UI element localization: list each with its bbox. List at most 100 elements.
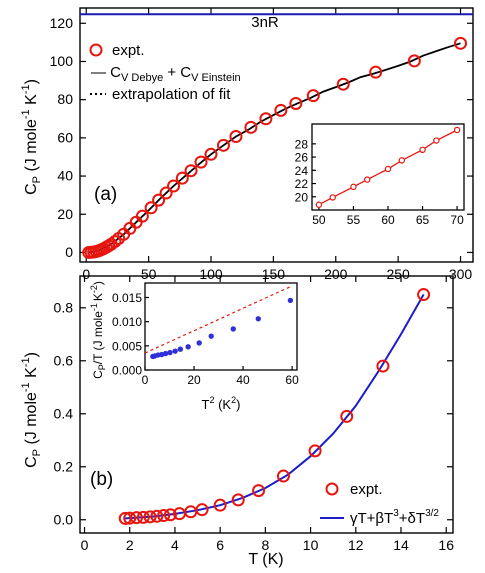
x-tick-label: 250 xyxy=(386,266,410,282)
expt-point xyxy=(244,120,258,134)
panel-b-inset-ylabel: CP/T (J mole-1K-2) xyxy=(89,281,107,379)
panel-b-xlabel: T (K) xyxy=(248,551,283,568)
y-tick-label: 20 xyxy=(295,190,309,204)
x-tick-label: 50 xyxy=(141,266,157,282)
panel-b-label: (b) xyxy=(90,469,113,490)
expt-point xyxy=(152,193,166,207)
expt-point xyxy=(308,444,322,458)
panel-b-ylabel: CP (J mole-1 K-1) xyxy=(20,352,43,468)
inset-a-point xyxy=(433,137,440,144)
x-tick-label: 0 xyxy=(82,266,90,282)
expt-point xyxy=(306,89,320,103)
inset-b-dashed-line xyxy=(144,285,293,354)
y-tick-label: 100 xyxy=(50,53,74,69)
expt-point xyxy=(376,359,390,373)
inset-b-point xyxy=(167,349,173,356)
expt-point xyxy=(340,409,354,423)
y-tick-label: 24 xyxy=(295,164,309,178)
inset-b-point xyxy=(185,344,191,350)
x-tick-label: 12 xyxy=(348,537,364,553)
panel-b-inset-dashed-line xyxy=(144,285,293,354)
panel-b-frame xyxy=(79,275,454,534)
y-tick-label: 0.000 xyxy=(112,364,142,378)
x-tick-label: 10 xyxy=(303,537,319,553)
expt-point xyxy=(135,209,149,223)
inset-a-point xyxy=(315,201,323,208)
expt-point xyxy=(336,77,350,91)
expt-point xyxy=(184,164,198,178)
panel-a-label: (a) xyxy=(94,184,117,205)
expt-point xyxy=(289,96,303,110)
y-tick-label: 0 xyxy=(65,244,73,260)
expt-point xyxy=(229,130,243,144)
y-tick-label: 80 xyxy=(57,91,73,107)
panel-a-legend: expt. — CV Debye + CV Einstein extrapola… xyxy=(89,42,241,103)
y-tick-label: 0.8 xyxy=(54,299,74,315)
inset-a-point xyxy=(384,165,392,173)
expt-point xyxy=(157,509,171,523)
inset-b-point xyxy=(287,297,294,304)
legend-expt-marker xyxy=(89,43,103,57)
legend-expt-label: expt. xyxy=(112,42,145,59)
x-tick-label: 55 xyxy=(347,213,361,227)
panel-b-inset-ticks: 0 20 40 60 0.000 0.005 0.010 0.015 xyxy=(112,291,299,387)
legend-fit-label: — CV Debye + CV Einstein xyxy=(91,64,241,84)
expt-point xyxy=(252,484,266,498)
panel-a-expt-points xyxy=(82,36,468,259)
inset-b-point xyxy=(162,350,169,357)
inset-b-point xyxy=(177,346,184,352)
legend-b-expt-marker xyxy=(325,482,339,496)
y-tick-label: 0.6 xyxy=(54,352,74,368)
expt-point xyxy=(167,179,181,193)
inset-a-point xyxy=(419,146,426,153)
y-tick-label: 28 xyxy=(295,137,309,151)
panel-a-inset-points xyxy=(315,126,461,208)
x-tick-label: 6 xyxy=(216,537,224,553)
panel-b-inset: 0 20 40 60 0.000 0.005 0.010 0.015 T2 (K2) CP/T… xyxy=(89,281,299,412)
x-tick-label: 60 xyxy=(381,213,395,227)
x-tick-label: 60 xyxy=(285,373,299,387)
expt-point xyxy=(144,201,158,215)
x-tick-label: 0 xyxy=(81,537,89,553)
expt-point xyxy=(231,493,245,507)
panel-a-ylabel: CP (J mole-1 K-1) xyxy=(20,79,43,195)
panel-b-inset-points xyxy=(150,297,294,360)
x-tick-label: 0 xyxy=(142,373,149,387)
x-tick-label: 2 xyxy=(126,537,134,553)
x-tick-label: 40 xyxy=(236,373,250,387)
panel-a-frame xyxy=(79,7,474,263)
inset-b-point xyxy=(196,340,202,346)
reference-label-3nR: 3nR xyxy=(251,14,279,31)
fit-curve-blue xyxy=(125,294,425,520)
expt-point xyxy=(276,469,290,483)
x-tick-label: 20 xyxy=(187,373,201,387)
inset-b-point xyxy=(230,326,236,332)
expt-point xyxy=(274,103,288,117)
x-tick-label: 65 xyxy=(416,213,430,227)
expt-point xyxy=(123,511,137,525)
expt-point xyxy=(407,54,421,68)
x-tick-label: 50 xyxy=(312,213,326,227)
inset-b-point xyxy=(255,316,261,322)
expt-point xyxy=(259,112,273,126)
inset-a-point xyxy=(364,176,371,183)
x-tick-label: 200 xyxy=(324,266,348,282)
y-tick-label: 0.010 xyxy=(112,315,142,329)
y-tick-label: 26 xyxy=(295,151,309,165)
panel-b-inset-xlabel: T2 (K2) xyxy=(202,395,241,412)
fit-line-debye-einstein xyxy=(88,42,461,254)
expt-point xyxy=(204,147,218,161)
legend-b-expt-label: expt. xyxy=(350,481,383,498)
y-tick-label: 0.015 xyxy=(112,291,142,305)
panel-b: 0 2 4 6 8 10 12 14 16 0.0 0.2 0.4 0.6 0.8 (b) expt. γ… xyxy=(20,275,454,568)
x-tick-label: 100 xyxy=(199,266,223,282)
inset-a-point xyxy=(329,194,336,201)
x-tick-label: 8 xyxy=(261,537,269,553)
y-tick-label: 60 xyxy=(57,129,73,145)
inset-b-point xyxy=(172,348,178,354)
panel-b-ticks: 0 2 4 6 8 10 12 14 16 0.0 0.2 0.4 0.6 0.8 xyxy=(54,276,454,553)
inset-b-point xyxy=(208,333,214,339)
